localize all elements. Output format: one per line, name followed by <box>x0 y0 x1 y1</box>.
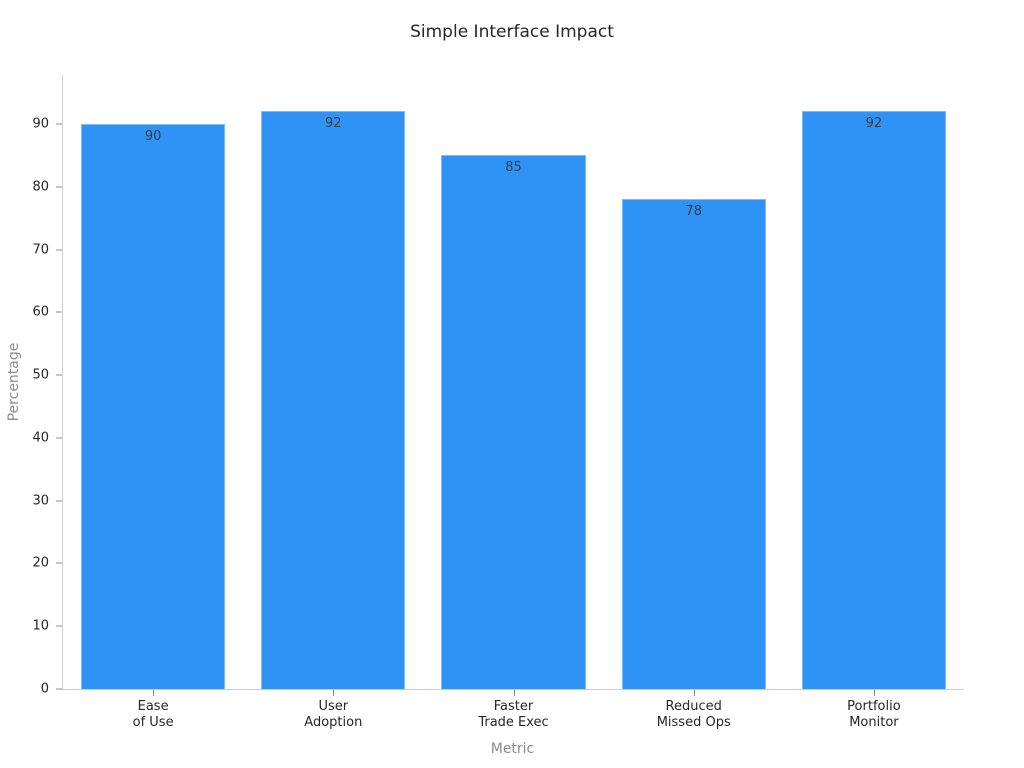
bar-slot: 92 User Adoption <box>243 75 423 730</box>
y-tick-mark <box>56 625 62 627</box>
bar-value-label: 85 <box>505 160 522 176</box>
bar: 90 <box>81 123 226 689</box>
bar-value-label: 92 <box>865 116 883 132</box>
bar-value-label: 90 <box>144 128 162 144</box>
x-tick-mark <box>873 690 875 696</box>
bar-value-label: 78 <box>685 204 702 220</box>
y-tick-mark <box>56 437 62 439</box>
y-tick-label: 80 <box>32 179 49 195</box>
bar: 78 <box>621 199 766 689</box>
bar-value-label: 92 <box>325 116 342 132</box>
x-category-label: Reduced Missed Ops <box>656 699 731 730</box>
x-category-label: Faster Trade Exec <box>478 699 549 730</box>
bar: 85 <box>441 155 586 689</box>
x-tick-mark <box>513 690 515 696</box>
y-tick-label: 0 <box>40 681 49 697</box>
y-tick-label: 70 <box>32 242 49 258</box>
y-tick-label: 90 <box>32 116 49 132</box>
y-tick-label: 20 <box>32 555 49 571</box>
y-tick-mark <box>56 688 62 690</box>
y-axis-ticks: 0 10 20 30 40 50 60 70 80 90 <box>32 75 964 697</box>
bar-slot: 90 Ease of Use <box>63 75 243 730</box>
bar: 92 <box>801 111 946 689</box>
y-tick-label: 50 <box>32 367 49 383</box>
bar-slot: 78 Reduced Missed Ops <box>604 75 784 730</box>
x-category-label: User Adoption <box>304 699 363 730</box>
y-tick-label: 40 <box>32 430 49 446</box>
y-tick-mark <box>56 374 62 376</box>
plot-area: 0 10 20 30 40 50 60 70 80 90 90 Ease of Use 92 User … <box>32 75 964 730</box>
y-tick-mark <box>56 500 62 502</box>
y-tick-mark <box>56 249 62 251</box>
y-tick-mark <box>56 186 62 188</box>
y-tick-label: 60 <box>32 304 49 320</box>
chart-title: Simple Interface Impact <box>410 22 614 42</box>
x-tick-mark <box>693 690 695 696</box>
y-tick-label: 10 <box>32 618 49 634</box>
x-axis-label: Metric <box>490 741 535 757</box>
bar-slot: 92 Portfolio Monitor <box>784 75 964 730</box>
x-category-label: Portfolio Monitor <box>847 699 901 730</box>
y-tick-mark <box>56 123 62 125</box>
y-tick-mark <box>56 311 62 313</box>
y-tick-label: 30 <box>32 493 49 509</box>
y-tick-mark <box>56 562 62 564</box>
bar: 92 <box>261 111 406 689</box>
x-tick-mark <box>333 690 335 696</box>
x-tick-mark <box>153 690 155 696</box>
bars-container: 90 Ease of Use 92 User Adoption 85 Faster Tra… <box>63 75 964 730</box>
bar-slot: 85 Faster Trade Exec <box>423 75 603 730</box>
x-category-label: Ease of Use <box>132 699 174 730</box>
